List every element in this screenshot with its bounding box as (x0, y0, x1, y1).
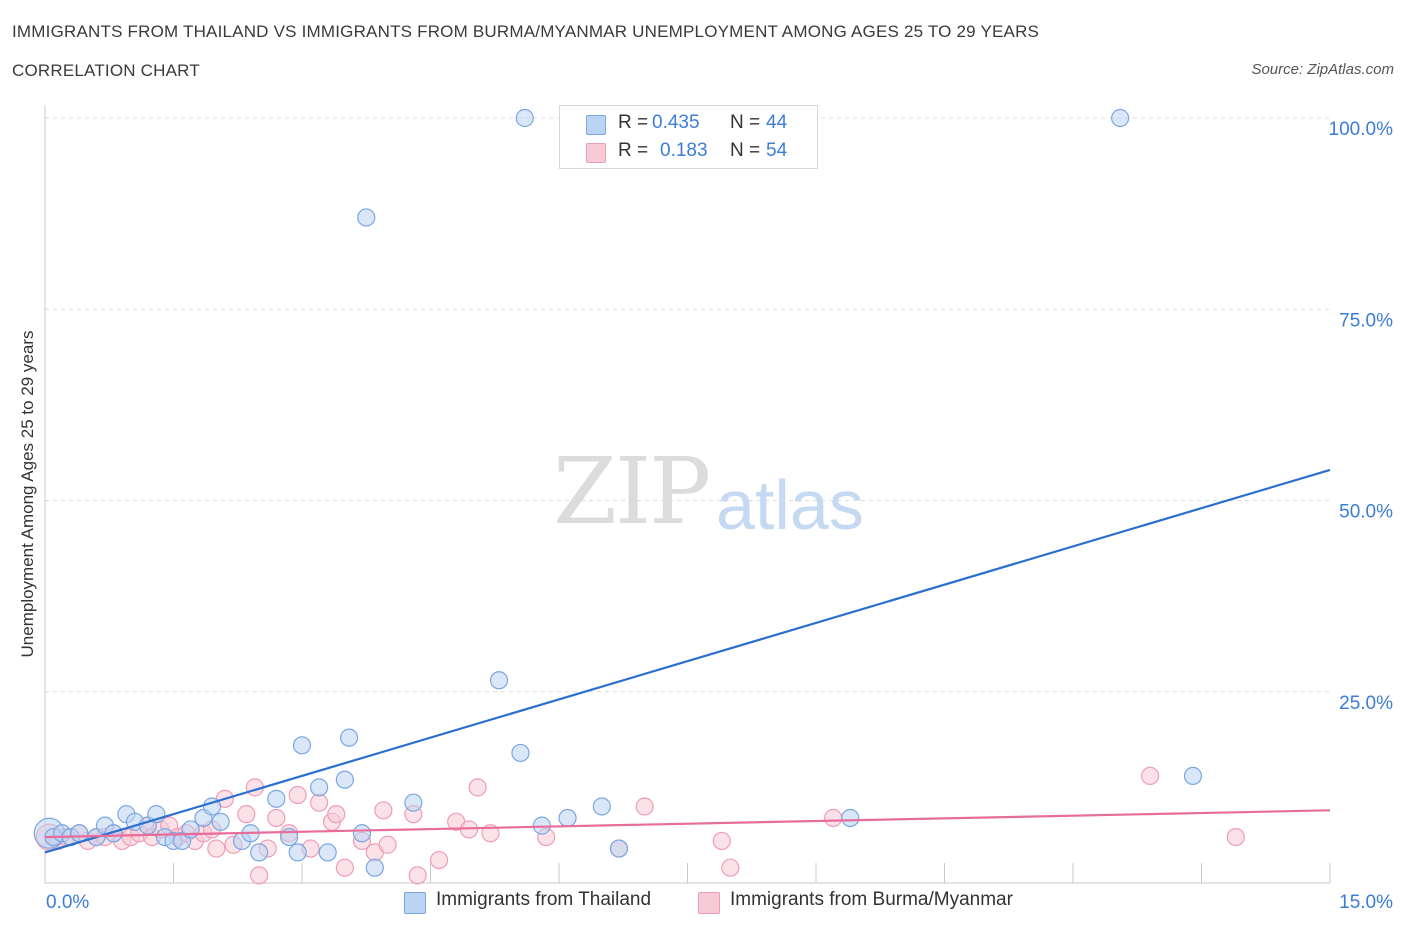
burma-point (1140, 766, 1160, 786)
burma-point (635, 797, 654, 816)
thailand-point (592, 797, 611, 816)
burma-point (374, 801, 393, 820)
legend-r-label: R = (618, 140, 649, 161)
thailand-point (609, 839, 629, 858)
thailand-trend-line (44, 468, 1331, 854)
thailand-legend-label: Immigrants from Thailand (436, 889, 652, 910)
burma-point (267, 808, 286, 828)
thailand-point (558, 808, 577, 828)
burma-trend-line (44, 809, 1331, 839)
thailand-point (340, 728, 359, 747)
thailand-point (489, 671, 509, 690)
legend-n-value: 54 (766, 140, 788, 161)
legend-r-label: R = (618, 112, 649, 133)
burma-legend-label: Immigrants from Burma/Myanmar (730, 889, 1013, 910)
y-axis-label: Unemployment Among Ages 25 to 29 years (18, 330, 37, 658)
source-note: Source: ZipAtlas.com (1251, 61, 1394, 78)
burma-point (250, 866, 269, 885)
thailand-point (70, 824, 89, 843)
burma-point (207, 839, 226, 858)
thailand-point (318, 843, 337, 862)
thailand-point (288, 843, 307, 862)
thailand-point (292, 736, 312, 755)
thailand-point (511, 743, 530, 763)
y-tick-label: 25.0% (1339, 693, 1393, 714)
burma-swatch (586, 143, 606, 163)
burma-point (721, 858, 740, 877)
watermark-zip: ZIP (553, 438, 711, 545)
burma-point (335, 858, 354, 877)
thailand-legend-swatch (404, 892, 426, 914)
thailand-point (352, 824, 372, 843)
burma-point (288, 785, 307, 805)
watermark-atlas: atlas (716, 466, 864, 544)
burma-point (429, 850, 449, 870)
chart-subtitle: CORRELATION CHART (12, 61, 200, 80)
x-tick-label: 15.0% (1339, 892, 1393, 913)
y-tick-label: 100.0% (1329, 119, 1394, 140)
burma-point (327, 805, 346, 824)
thailand-point (357, 208, 376, 227)
burma-point (481, 824, 500, 843)
thailand-point (211, 812, 230, 831)
x-tick-label: 0.0% (46, 892, 89, 913)
thailand-point (1111, 108, 1130, 128)
burma-point (712, 831, 731, 851)
thailand-point (515, 108, 534, 128)
correlation-legend: R = 0.435 N = 44 R = 0.183 N = 54 (559, 105, 818, 169)
thailand-swatch (586, 115, 606, 135)
legend-n-value: 44 (766, 112, 788, 133)
burma-point (408, 866, 427, 885)
burma-point (824, 808, 843, 828)
chart-title: IMMIGRANTS FROM THAILAND VS IMMIGRANTS F… (12, 22, 1040, 41)
burma-point (310, 793, 329, 812)
y-tick-label: 75.0% (1339, 310, 1393, 331)
burma-point (378, 835, 397, 854)
thailand-point (267, 789, 286, 808)
thailand-point (841, 808, 860, 828)
thailand-point (104, 824, 123, 843)
burma-legend-swatch (698, 892, 720, 914)
legend-r-value: 0.435 (652, 112, 700, 133)
thailand-point (310, 778, 329, 797)
y-tick-label: 50.0% (1339, 502, 1393, 523)
thailand-point (335, 770, 354, 789)
thailand-point (404, 793, 423, 812)
legend-n-label: N = (730, 140, 761, 161)
thailand-point (250, 843, 269, 862)
thailand-point (365, 858, 384, 877)
burma-point (237, 805, 256, 824)
thailand-point (1183, 766, 1203, 786)
burma-point (1226, 827, 1245, 847)
legend-r-value: 0.183 (660, 140, 708, 161)
burma-point (468, 778, 487, 797)
legend-n-label: N = (730, 112, 761, 133)
